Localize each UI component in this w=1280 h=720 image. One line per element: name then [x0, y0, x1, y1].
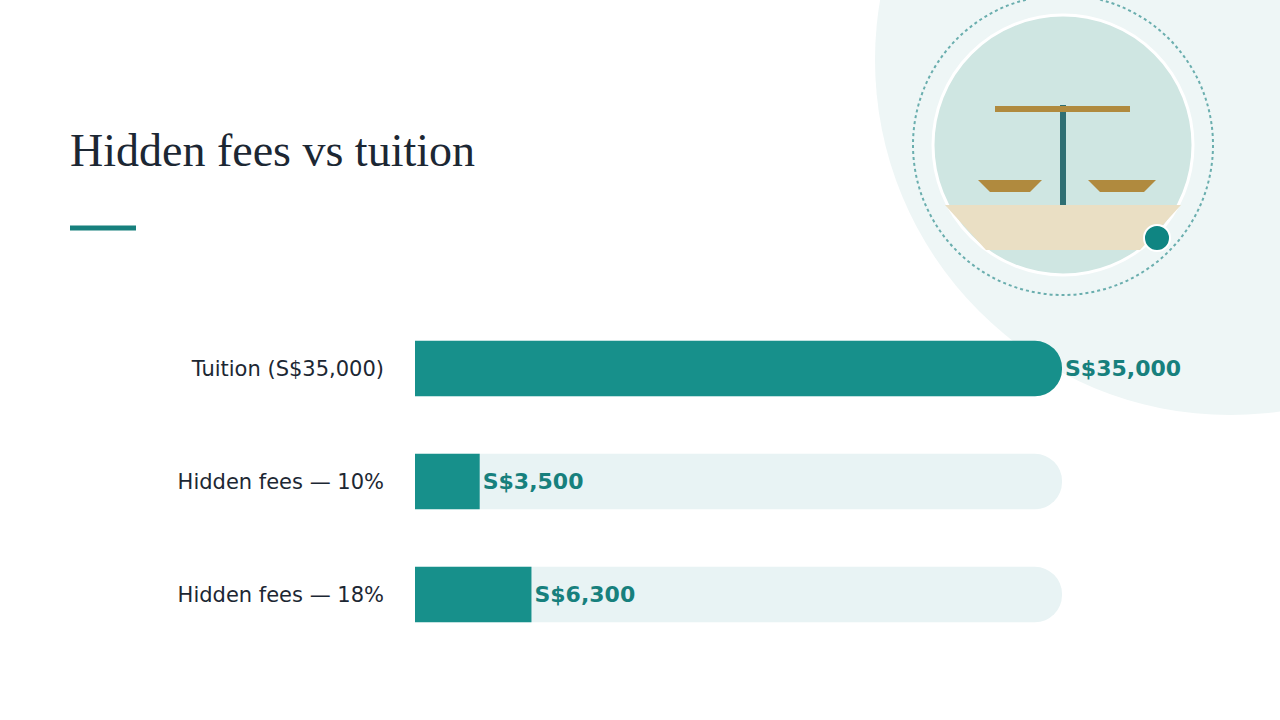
svg-text:S$6,300: S$6,300 — [534, 582, 635, 607]
svg-text:Tuition (S$35,000): Tuition (S$35,000) — [191, 357, 384, 381]
svg-text:Hidden fees — 10%: Hidden fees — 10% — [178, 470, 384, 494]
svg-text:S$35,000: S$35,000 — [1065, 356, 1181, 381]
svg-text:S$3,500: S$3,500 — [483, 469, 584, 494]
svg-text:Hidden fees — 18%: Hidden fees — 18% — [178, 583, 384, 607]
svg-text:Hidden fees vs tuition: Hidden fees vs tuition — [70, 125, 475, 176]
